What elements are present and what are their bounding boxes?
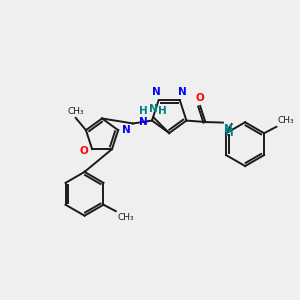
- Text: CH₃: CH₃: [117, 213, 134, 222]
- Text: CH₃: CH₃: [68, 106, 84, 116]
- Text: N: N: [152, 86, 161, 97]
- Text: CH₃: CH₃: [278, 116, 294, 125]
- Text: N: N: [122, 124, 131, 135]
- Text: N: N: [224, 124, 233, 134]
- Text: N: N: [149, 103, 158, 113]
- Text: N: N: [178, 86, 187, 97]
- Text: H: H: [158, 106, 167, 116]
- Text: H: H: [225, 128, 234, 138]
- Text: O: O: [79, 146, 88, 156]
- Text: H: H: [139, 106, 148, 116]
- Text: O: O: [196, 93, 205, 103]
- Text: N: N: [140, 117, 148, 127]
